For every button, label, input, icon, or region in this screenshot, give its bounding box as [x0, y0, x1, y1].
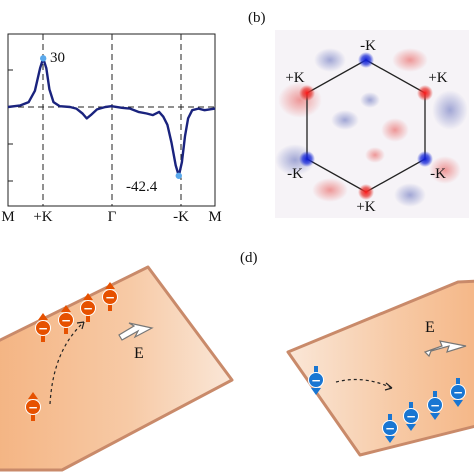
spin-carriers-d: −−−−− — [308, 366, 466, 443]
carrier-ball — [450, 384, 466, 400]
carrier-sign: − — [453, 386, 463, 400]
carrier-ball — [427, 397, 443, 413]
carrier-sign: − — [406, 410, 416, 424]
trajectory-arrowhead-d — [384, 382, 393, 391]
carrier-ball — [25, 399, 41, 415]
peak-point-minus-k — [175, 172, 182, 179]
peak-point-plus-k — [39, 55, 47, 62]
valley-dot-minus-k-top — [358, 52, 374, 68]
panel-b-brillouin-zone: -K +K +K -K -K +K — [275, 30, 469, 218]
bz-texture — [275, 48, 468, 207]
vertex-label-upper-right: +K — [428, 70, 447, 86]
carrier-ball — [382, 420, 398, 436]
vertex-label-upper-left: +K — [285, 70, 304, 86]
peak-annotation-minus-k: -42.4 — [126, 179, 158, 195]
panel-c-slab: E −−−−− — [0, 265, 234, 472]
panel-label-b: (b) — [248, 10, 266, 26]
panel-label-d: (d) — [240, 250, 258, 266]
trajectory-arrowhead-c — [76, 321, 85, 330]
field-arrow-d — [423, 340, 467, 358]
spin-down-carrier-2: − — [382, 414, 398, 443]
carrier-sign: − — [430, 399, 440, 413]
spin-down-carrier-5: − — [450, 378, 466, 407]
x-tick-label-m-right: M — [208, 209, 221, 225]
carrier-sign: − — [28, 401, 38, 415]
spin-up-carrier-4: − — [102, 282, 118, 311]
spin-down-carrier-1: − — [308, 366, 324, 395]
carrier-ball — [403, 408, 419, 424]
vertex-label-lower-left: -K — [287, 166, 303, 182]
spin-up-carrier-1: − — [35, 313, 51, 342]
x-tick-label-minus-k: -K — [173, 209, 189, 225]
carrier-ball — [308, 372, 324, 388]
valley-dot-plus-k-upper-left — [299, 85, 315, 101]
x-tick-label-plus-k: +K — [33, 209, 52, 225]
valley-dot-minus-k-lower-left — [299, 151, 315, 167]
vertex-label-bottom: +K — [356, 199, 375, 215]
valley-dot-plus-k-upper-right — [417, 85, 433, 101]
carrier-ball — [35, 320, 51, 336]
panel-a-chart: 30 -42.4 M +K Γ -K M — [1, 33, 222, 225]
vertex-label-lower-right: -K — [430, 166, 446, 182]
field-label-d: E — [425, 319, 435, 336]
carrier-ball — [102, 289, 118, 305]
valley-dot-plus-k-bottom — [358, 184, 374, 200]
slab-d — [286, 279, 474, 457]
vertex-label-top: -K — [360, 38, 376, 54]
carrier-ball — [80, 300, 96, 316]
x-tick-label-gamma: Γ — [108, 209, 117, 225]
panel-d-slab: E −−−−− — [286, 279, 474, 457]
carrier-ball — [58, 312, 74, 328]
field-arrow-c — [118, 322, 154, 341]
spin-down-carrier-3: − — [403, 402, 419, 431]
carrier-sign: − — [311, 374, 321, 388]
spin-carriers-c: −−−−− — [25, 282, 118, 421]
berry-curvature-curve — [7, 57, 216, 177]
carrier-sign: − — [83, 302, 93, 316]
spin-up-carrier-3: − — [80, 293, 96, 322]
carrier-sign: − — [38, 322, 48, 336]
slab-c — [0, 265, 234, 472]
peak-annotation-plus-k: 30 — [50, 50, 65, 66]
field-label-c: E — [134, 345, 144, 362]
carrier-sign: − — [385, 422, 395, 436]
spin-down-carrier-4: − — [427, 391, 443, 420]
spin-up-carrier-5: − — [25, 392, 41, 421]
carrier-sign: − — [61, 314, 71, 328]
x-tick-label-m-left: M — [1, 209, 14, 225]
trajectory-arrow-d — [335, 378, 393, 389]
carrier-sign: − — [105, 291, 115, 305]
valley-dot-minus-k-lower-right — [417, 151, 433, 167]
spin-up-carrier-2: − — [58, 305, 74, 334]
